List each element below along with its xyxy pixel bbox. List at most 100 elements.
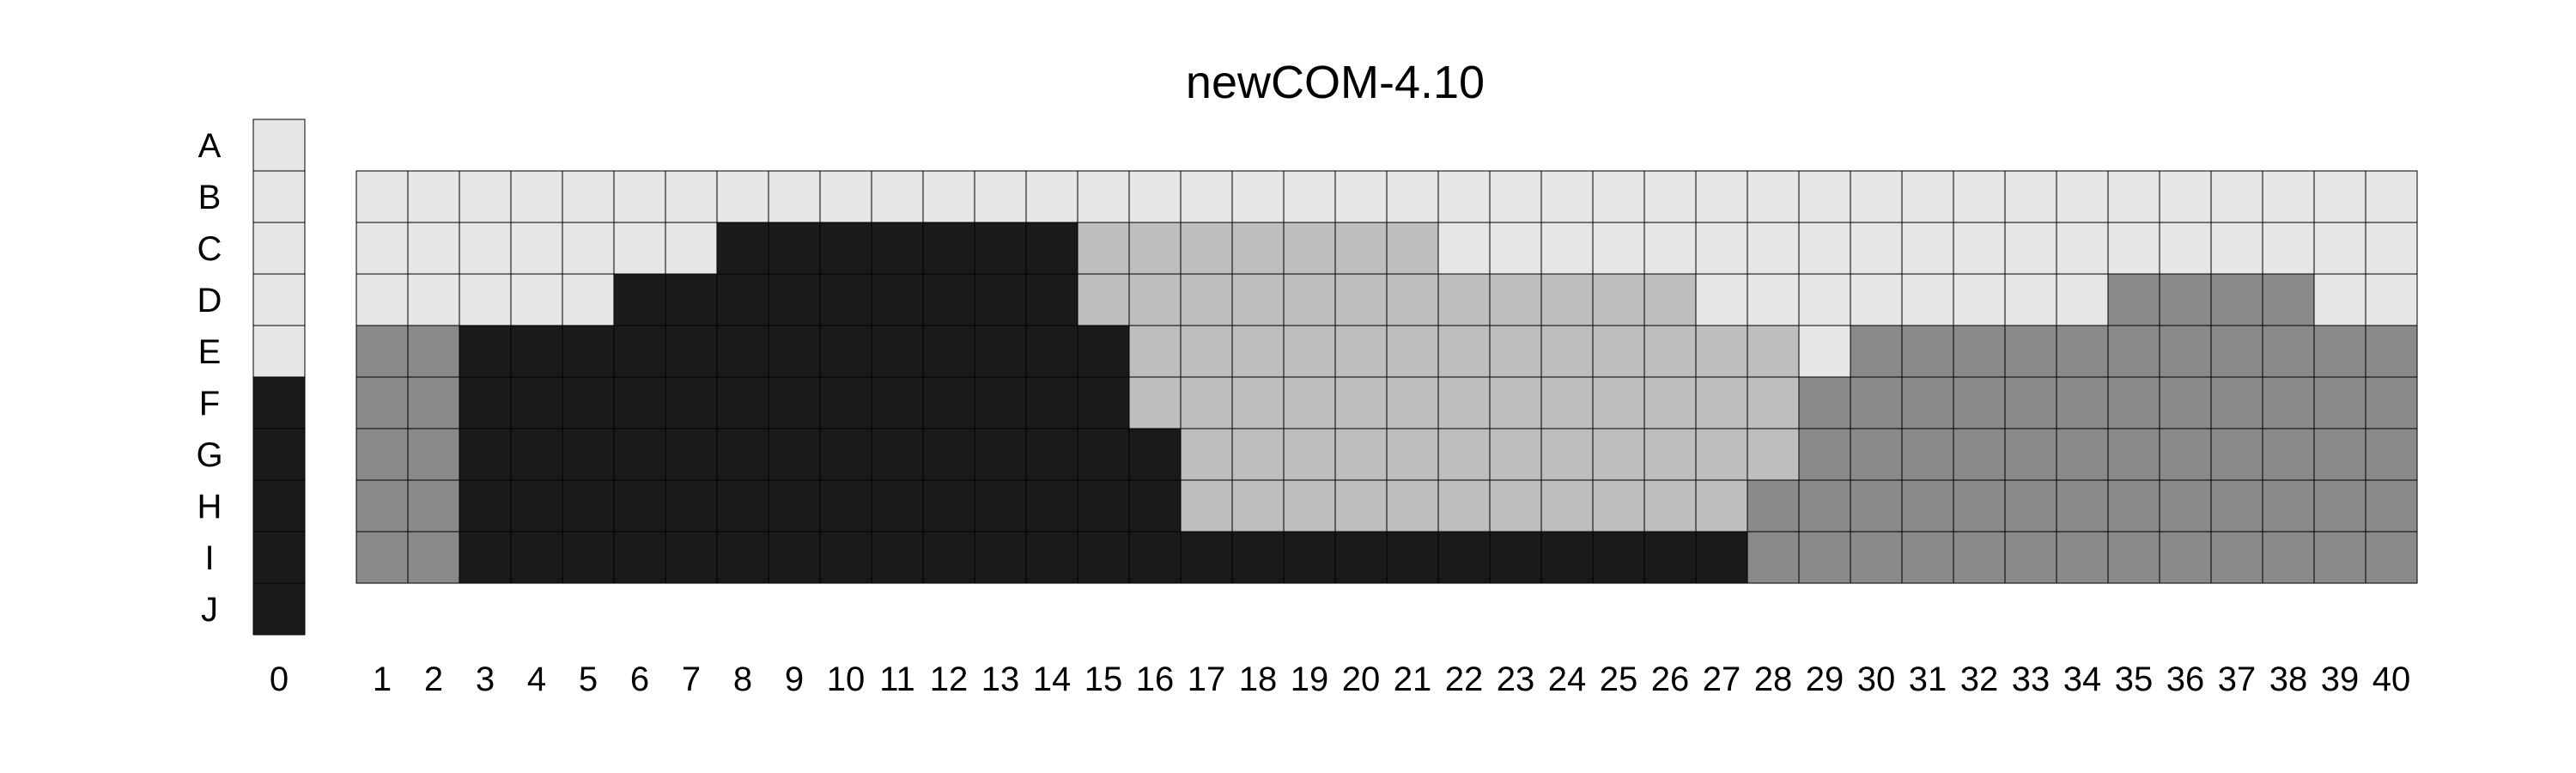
cell-32-b [1953,170,2006,223]
cell-20-g [1334,428,1388,481]
cell-23-d [1489,273,1542,326]
row-label-i: I [204,539,214,577]
cell-29-i [1798,531,1851,584]
column-label-27: 27 [1703,660,1741,698]
cell-39-b [2313,170,2366,223]
cell-31-h [1901,479,1954,533]
cell-18-g [1231,428,1285,481]
cell-27-h [1695,479,1748,533]
cell-27-i [1695,531,1748,584]
column-label-23: 23 [1497,660,1535,698]
cell-28-d [1747,273,1800,326]
cell-9-h [768,479,821,533]
cell-33-h [2004,479,2057,533]
cell-10-i [819,531,872,584]
cell-14-i [1025,531,1078,584]
cell-10-f [819,376,872,429]
column-label-19: 19 [1291,660,1329,698]
cell-38-b [2262,170,2315,223]
cell-5-i [562,531,615,584]
cell-32-f [1953,376,2006,429]
cell-28-c [1747,222,1800,275]
cell-23-e [1489,325,1542,378]
cell-20-c [1334,222,1388,275]
cell-0-c [252,222,306,275]
cell-0-h [252,479,306,533]
cell-7-g [665,428,718,481]
cell-34-i [2056,531,2109,584]
cell-26-e [1643,325,1697,378]
cell-0-j [252,582,306,636]
column-label-12: 12 [930,660,969,698]
cell-1-i [355,531,409,584]
cell-1-d [355,273,409,326]
cell-2-g [407,428,460,481]
cell-16-g [1128,428,1182,481]
cell-9-g [768,428,821,481]
cell-1-e [355,325,409,378]
cell-11-f [871,376,924,429]
cell-10-h [819,479,872,533]
cell-33-i [2004,531,2057,584]
cell-36-i [2159,531,2212,584]
cell-12-c [922,222,975,275]
cell-34-b [2056,170,2109,223]
cell-10-d [819,273,872,326]
cell-6-e [613,325,666,378]
cell-26-h [1643,479,1697,533]
cell-0-f [252,376,306,429]
cell-3-h [459,479,512,533]
cell-32-i [1953,531,2006,584]
cell-24-f [1540,376,1594,429]
cell-33-b [2004,170,2057,223]
cell-27-f [1695,376,1748,429]
cell-11-h [871,479,924,533]
cell-4-h [510,479,563,533]
cell-18-i [1231,531,1285,584]
cell-33-f [2004,376,2057,429]
cell-18-b [1231,170,1285,223]
cell-24-b [1540,170,1594,223]
cell-6-b [613,170,666,223]
cell-2-i [407,531,460,584]
column-label-4: 4 [527,660,546,698]
cell-18-e [1231,325,1285,378]
cell-28-f [1747,376,1800,429]
cell-19-b [1283,170,1336,223]
cell-26-g [1643,428,1697,481]
cell-10-c [819,222,872,275]
cell-31-b [1901,170,1954,223]
cell-28-h [1747,479,1800,533]
cell-26-b [1643,170,1697,223]
cell-10-e [819,325,872,378]
cell-28-b [1747,170,1800,223]
cell-30-f [1850,376,1903,429]
cell-20-i [1334,531,1388,584]
cell-31-i [1901,531,1954,584]
cell-11-e [871,325,924,378]
cell-17-f [1180,376,1233,429]
cell-4-b [510,170,563,223]
cell-16-e [1128,325,1182,378]
cell-31-f [1901,376,1954,429]
cell-34-g [2056,428,2109,481]
column-label-7: 7 [682,660,701,698]
cell-25-i [1592,531,1645,584]
cell-9-e [768,325,821,378]
cell-17-c [1180,222,1233,275]
cell-34-h [2056,479,2109,533]
column-label-34: 34 [2063,660,2102,698]
cell-34-e [2056,325,2109,378]
cell-24-e [1540,325,1594,378]
cell-40-f [2365,376,2418,429]
row-label-b: B [198,179,222,216]
cell-38-d [2262,273,2315,326]
column-label-31: 31 [1909,660,1947,698]
cell-39-d [2313,273,2366,326]
cell-18-c [1231,222,1285,275]
cell-16-d [1128,273,1182,326]
cell-25-e [1592,325,1645,378]
cell-8-g [716,428,769,481]
cell-24-h [1540,479,1594,533]
cell-30-g [1850,428,1903,481]
